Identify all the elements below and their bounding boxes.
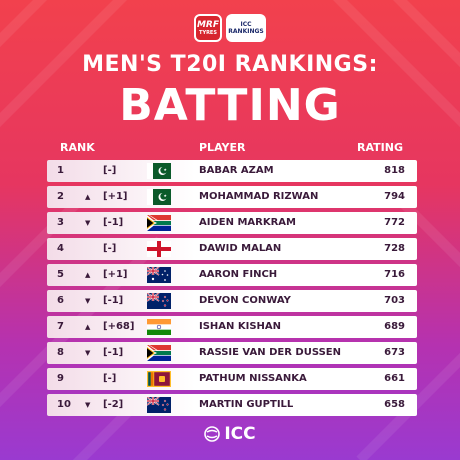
table-row: 1 [-] BABAR AZAM 818 [47, 160, 417, 182]
row-player: DEVON CONWAY [199, 295, 291, 306]
mrf-tyres-logo: MRF TYRES [194, 14, 222, 42]
row-rank: 1 [57, 165, 64, 176]
australia-flag [147, 267, 171, 283]
table-row: 4 [-] DAWID MALAN 728 [47, 238, 417, 260]
row-change: [+1] [103, 191, 128, 202]
rankings-title: BATTING [119, 80, 341, 131]
row-player: RASSIE VAN DER DUSSEN [199, 347, 341, 358]
row-rating: 658 [384, 399, 405, 410]
row-rating: 689 [384, 321, 405, 332]
table-row: 9 [-] PATHUM NISSANKA 661 [47, 368, 417, 390]
row-change: [+68] [103, 321, 135, 332]
footer: ICC [0, 424, 460, 444]
table-row: 3 ▼ [-1] AIDEN MARKRAM 772 [47, 212, 417, 234]
row-player: MARTIN GUPTILL [199, 399, 294, 410]
row-rank: 10 [57, 399, 71, 410]
trend-down-icon: ▼ [85, 219, 91, 227]
row-rank: 9 [57, 373, 64, 384]
sponsor-logos: MRF TYRES ICC RANKINGS [0, 14, 460, 42]
column-player: PLAYER [199, 141, 246, 154]
row-rank: 7 [57, 321, 64, 332]
row-change: [-] [103, 165, 117, 176]
row-rating: 673 [384, 347, 405, 358]
trend-up-icon: ▲ [85, 271, 91, 279]
row-rating: 661 [384, 373, 405, 384]
india-flag [147, 319, 171, 335]
trend-down-icon: ▼ [85, 401, 91, 409]
row-rank: 3 [57, 217, 64, 228]
row-rating: 772 [384, 217, 405, 228]
table-row: 5 ▲ [+1] AARON FINCH 716 [47, 264, 417, 286]
row-player: AIDEN MARKRAM [199, 217, 296, 228]
row-change: [-] [103, 373, 117, 384]
row-rating: 728 [384, 243, 405, 254]
row-player: ISHAN KISHAN [199, 321, 282, 332]
row-player: BABAR AZAM [199, 165, 274, 176]
row-change: [+1] [103, 269, 128, 280]
table-row: 10 ▼ [-2] MARTIN GUPTILL 658 [47, 394, 417, 416]
south-africa-flag [147, 215, 171, 231]
row-rating: 716 [384, 269, 405, 280]
column-rating: RATING [357, 141, 403, 154]
sri-lanka-flag [147, 371, 171, 387]
row-change: [-1] [103, 347, 124, 358]
row-rating: 794 [384, 191, 405, 202]
new-zealand-flag [147, 293, 171, 309]
trend-up-icon: ▲ [85, 323, 91, 331]
trend-down-icon: ▼ [85, 297, 91, 305]
row-player: PATHUM NISSANKA [199, 373, 307, 384]
icc-brand: ICC [224, 424, 256, 444]
row-change: [-1] [103, 295, 124, 306]
table-row: 8 ▼ [-1] RASSIE VAN DER DUSSEN 673 [47, 342, 417, 364]
pakistan-flag [147, 189, 171, 205]
new-zealand-flag [147, 397, 171, 413]
row-rating: 818 [384, 165, 405, 176]
rankings-table: 1 [-] BABAR AZAM 818 2 ▲ [+1] MOHAMMAD RIZWAN 79… [47, 160, 417, 420]
row-rank: 8 [57, 347, 64, 358]
table-row: 2 ▲ [+1] MOHAMMAD RIZWAN 794 [47, 186, 417, 208]
row-change: [-2] [103, 399, 124, 410]
row-player: DAWID MALAN [199, 243, 282, 254]
rankings-subtitle: MEN'S T20I RANKINGS: [82, 52, 378, 77]
trend-down-icon: ▼ [85, 349, 91, 357]
pakistan-flag [147, 163, 171, 179]
south-africa-flag [147, 345, 171, 361]
table-header: RANK PLAYER RATING [47, 140, 417, 156]
row-rank: 4 [57, 243, 64, 254]
icc-globe-icon [204, 426, 221, 442]
england-flag [147, 241, 171, 257]
table-row: 6 ▼ [-1] DEVON CONWAY 703 [47, 290, 417, 312]
row-player: MOHAMMAD RIZWAN [199, 191, 319, 202]
row-change: [-1] [103, 217, 124, 228]
trend-up-icon: ▲ [85, 193, 91, 201]
row-change: [-] [103, 243, 117, 254]
row-rank: 5 [57, 269, 64, 280]
column-rank: RANK [60, 141, 95, 154]
row-rank: 2 [57, 191, 64, 202]
row-player: AARON FINCH [199, 269, 278, 280]
row-rank: 6 [57, 295, 64, 306]
table-row: 7 ▲ [+68] ISHAN KISHAN 689 [47, 316, 417, 338]
icc-rankings-logo: ICC RANKINGS [226, 14, 266, 42]
row-rating: 703 [384, 295, 405, 306]
